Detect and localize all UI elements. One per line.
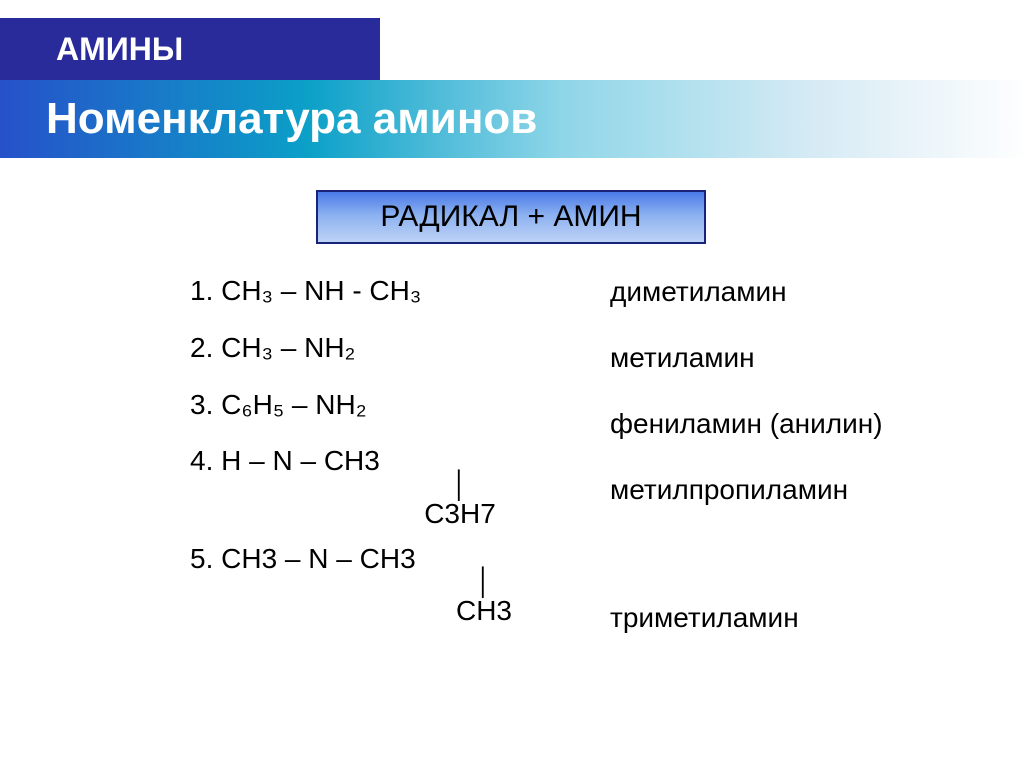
header-band: АМИНЫ xyxy=(0,18,380,80)
formula-3: 3. C₆H₅ – NH₂ xyxy=(190,390,610,421)
formula-5-pipe: │ xyxy=(358,574,610,590)
formula-4-pipe: │ xyxy=(310,477,610,493)
rule-text: РАДИКАЛ + АМИН xyxy=(380,200,641,234)
formula-5: 5. CH3 – N – CH3 │ CH3 xyxy=(190,544,610,627)
formula-1: 1. CH₃ – NH - CH₃ xyxy=(190,276,610,307)
content-area: 1. CH₃ – NH - CH₃ 2. CH₃ – NH₂ 3. C₆H₅ –… xyxy=(190,276,964,668)
header-title: АМИНЫ xyxy=(56,31,183,68)
formula-4: 4. H – N – CH3 │ C3H7 xyxy=(190,446,610,529)
names-column: диметиламин метиламин фениламин (анилин)… xyxy=(610,276,964,668)
name-4: метилпропиламин xyxy=(610,474,964,506)
subtitle-text: Номенклатура аминов xyxy=(46,94,537,144)
formula-4-branch-wrap: │ C3H7 xyxy=(190,477,610,529)
formula-2: 2. CH₃ – NH₂ xyxy=(190,333,610,364)
subtitle-band: Номенклатура аминов xyxy=(0,80,1024,158)
formula-column: 1. CH₃ – NH - CH₃ 2. CH₃ – NH₂ 3. C₆H₅ –… xyxy=(190,276,610,668)
rule-box: РАДИКАЛ + АМИН xyxy=(316,190,706,244)
name-1: диметиламин xyxy=(610,276,964,308)
name-5: триметиламин xyxy=(610,602,964,634)
formula-5-main: 5. CH3 – N – CH3 xyxy=(190,544,610,575)
formula-4-branch: C3H7 xyxy=(310,499,610,530)
formula-5-branch: CH3 xyxy=(358,596,610,627)
formula-4-main: 4. H – N – CH3 xyxy=(190,446,610,477)
name-2: метиламин xyxy=(610,342,964,374)
formula-5-branch-wrap: │ CH3 xyxy=(190,574,610,626)
name-3: фениламин (анилин) xyxy=(610,408,964,440)
